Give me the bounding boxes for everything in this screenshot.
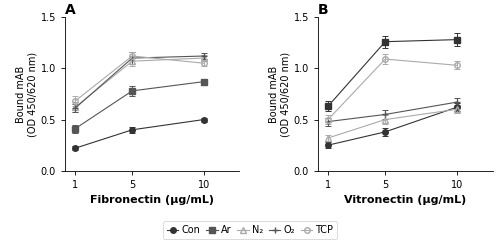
X-axis label: Vitronectin (μg/mL): Vitronectin (μg/mL) (344, 195, 467, 205)
Text: B: B (318, 3, 328, 17)
Y-axis label: Bound mAB
(OD 450/620 nm): Bound mAB (OD 450/620 nm) (269, 51, 291, 136)
Legend: Con, Ar, N₂, O₂, TCP: Con, Ar, N₂, O₂, TCP (163, 221, 337, 239)
X-axis label: Fibronectin (μg/mL): Fibronectin (μg/mL) (90, 195, 214, 205)
Text: A: A (65, 3, 76, 17)
Y-axis label: Bound mAB
(OD 450/620 nm): Bound mAB (OD 450/620 nm) (16, 51, 38, 136)
